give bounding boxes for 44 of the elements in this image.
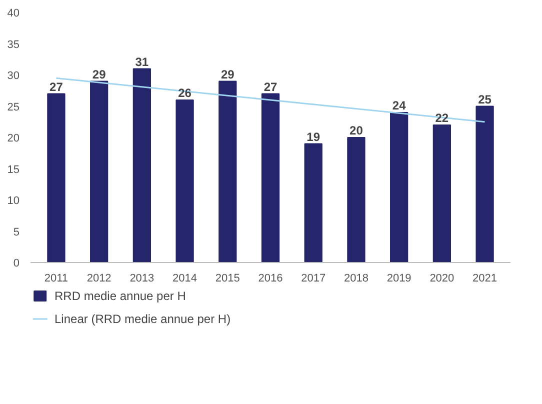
data-label: 20 (350, 124, 364, 138)
bar (476, 106, 494, 262)
x-tick-label: 2012 (86, 272, 112, 284)
y-tick-label: 35 (7, 38, 20, 51)
x-tick-label: 2019 (386, 272, 412, 284)
legend-label: RRD medie annue per H (54, 289, 186, 303)
x-tick-label: 2014 (172, 272, 198, 284)
x-tick-label: 2016 (258, 272, 283, 284)
x-tick-label: 2013 (130, 272, 154, 284)
bar (47, 93, 66, 262)
bar (432, 124, 451, 262)
data-label: 29 (92, 67, 106, 82)
bar (347, 137, 366, 262)
bar (132, 68, 151, 262)
x-tick-label: 2011 (44, 272, 68, 284)
data-label: 25 (478, 92, 492, 106)
y-tick-label: 20 (7, 132, 20, 144)
data-label: 26 (178, 86, 192, 100)
bar (390, 112, 408, 262)
data-label: 31 (135, 54, 149, 69)
bar (261, 93, 280, 262)
bar (304, 143, 322, 262)
data-label: 27 (50, 80, 64, 94)
data-label: 19 (306, 130, 320, 144)
data-label: 22 (435, 111, 449, 125)
y-tick-label: 10 (7, 195, 20, 207)
bar (218, 80, 237, 262)
y-tick-label: 40 (7, 8, 20, 20)
x-tick-label: 2020 (430, 272, 454, 284)
x-tick-label: 2015 (215, 272, 240, 284)
legend-label: Linear (RRD medie annue per H) (54, 312, 231, 326)
x-tick-label: 2018 (344, 272, 368, 284)
y-tick-label: 30 (7, 70, 20, 82)
data-label: 27 (264, 80, 278, 94)
y-tick-label: 25 (7, 101, 20, 114)
y-tick-label: 0 (13, 258, 20, 270)
data-label: 24 (392, 98, 406, 112)
bar (176, 100, 194, 262)
y-tick-label: 15 (7, 164, 20, 176)
x-tick-label: 2021 (472, 272, 498, 284)
data-label: 29 (220, 67, 235, 82)
y-tick-label: 5 (13, 226, 20, 238)
bar (90, 80, 108, 262)
x-tick-label: 2017 (301, 272, 326, 284)
